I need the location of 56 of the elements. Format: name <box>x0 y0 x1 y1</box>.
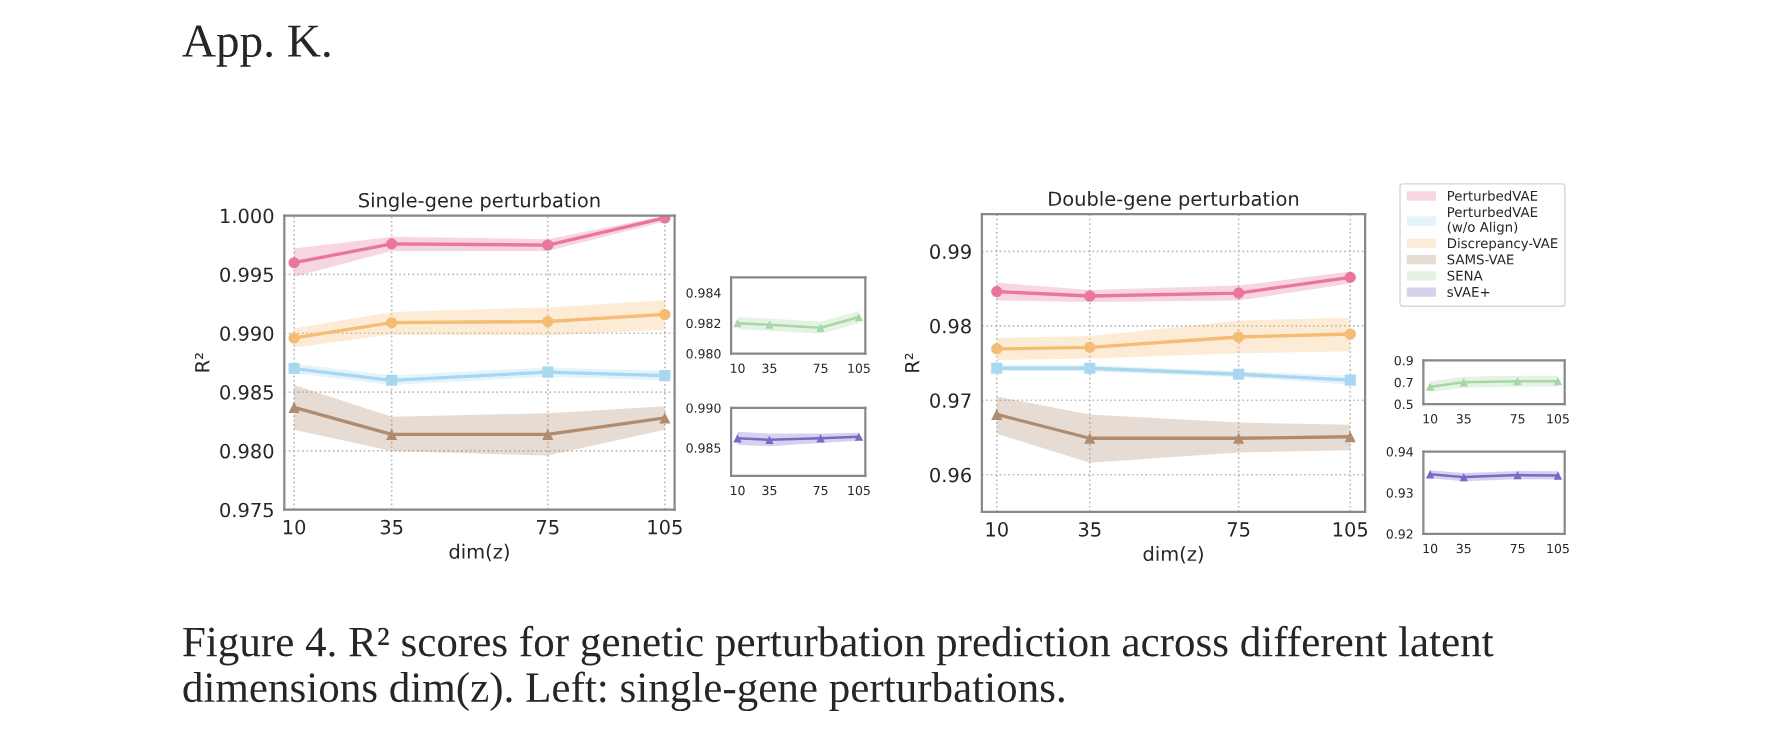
point <box>1233 331 1245 343</box>
point <box>288 332 300 344</box>
point <box>1344 374 1356 386</box>
point <box>1084 362 1096 374</box>
chart-title: Single-gene perturbation <box>359 192 600 212</box>
x-tick-label: 75 <box>1227 522 1250 537</box>
point <box>1084 290 1096 302</box>
point <box>386 317 398 329</box>
point <box>1084 432 1096 444</box>
x-tick-label: 10 <box>986 522 1008 537</box>
point <box>659 370 671 382</box>
point <box>386 374 398 386</box>
y-tick-label: 0.98 <box>930 318 971 334</box>
y-tick-label: 0.96 <box>930 467 971 483</box>
chart-title: Double-gene perturbation <box>1049 191 1299 210</box>
y-axis-title: R² <box>194 353 210 372</box>
y-axis-title: R² <box>904 353 920 372</box>
y-tick-label: 0.99 <box>930 244 971 260</box>
point <box>659 308 671 320</box>
x-tick-label: 105 <box>648 519 682 535</box>
point <box>991 286 1003 298</box>
x-tick-label: 35 <box>1078 522 1101 537</box>
y-tick-label: 0.980 <box>220 443 274 459</box>
point <box>288 257 300 269</box>
x-axis-title: dim(z) <box>449 543 509 562</box>
point <box>1233 287 1245 299</box>
point <box>1344 271 1356 283</box>
point <box>1233 432 1245 444</box>
point <box>542 239 554 251</box>
x-tick-label: 105 <box>1333 522 1368 537</box>
point <box>542 366 554 378</box>
caption: Figure 4. R² scores for genetic perturbation prediction across different latent dimensions dim(z). Left: single-gene perturbations. <box>183 625 1494 712</box>
point <box>1084 341 1096 353</box>
y-tick-label: 0.97 <box>930 393 971 408</box>
point <box>386 238 398 250</box>
point <box>542 315 554 328</box>
x-tick-label: 35 <box>380 519 403 535</box>
point <box>659 412 671 424</box>
y-tick-label: 0.995 <box>220 267 273 283</box>
y-tick-label: 0.990 <box>220 326 274 341</box>
point <box>288 363 300 375</box>
point <box>386 428 398 440</box>
point <box>991 408 1003 420</box>
point <box>1344 328 1356 340</box>
y-tick-label: 1.000 <box>221 208 274 224</box>
x-tick-label: 75 <box>536 520 559 535</box>
point <box>542 428 554 440</box>
y-tick-label: 0.975 <box>220 502 273 518</box>
point <box>288 401 300 413</box>
y-tick-label: 0.985 <box>220 385 273 400</box>
text: App. K. <box>182 25 330 67</box>
x-tick-label: 10 <box>283 519 306 535</box>
point <box>991 362 1003 374</box>
point <box>991 343 1003 355</box>
x-axis-title: dim(z) <box>1143 546 1203 564</box>
point <box>1233 368 1245 380</box>
